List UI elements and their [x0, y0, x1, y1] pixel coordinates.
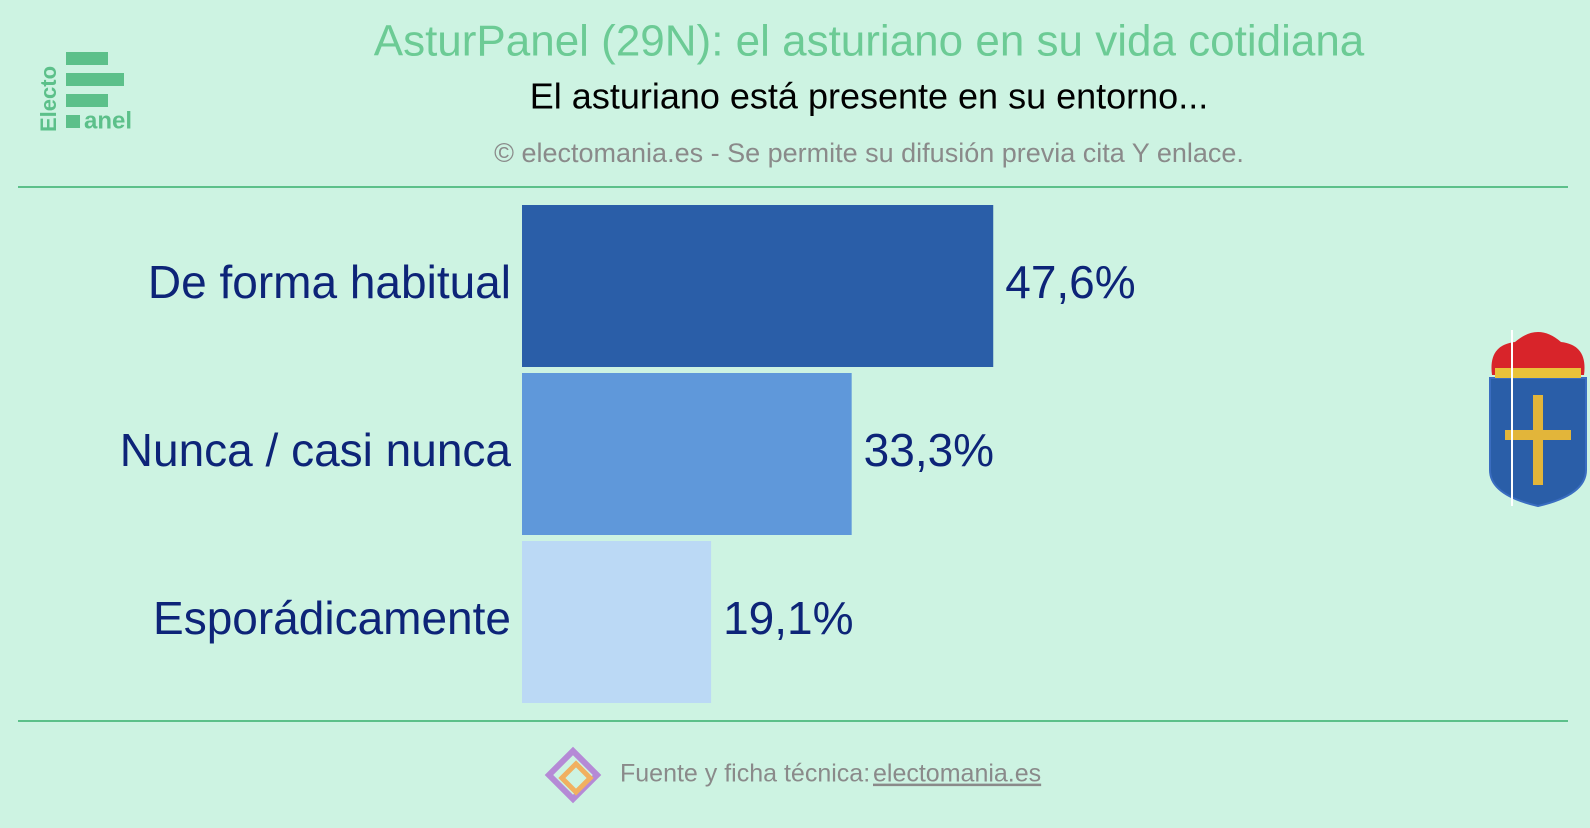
- logo-bar: [66, 52, 108, 65]
- bar: [522, 205, 994, 367]
- logo-bar: [66, 73, 124, 86]
- logo-bar: [66, 115, 80, 128]
- cross: [1505, 430, 1571, 440]
- footer-text: Fuente y ficha técnica:: [620, 760, 870, 788]
- chart-title: AsturPanel (29N): el asturiano en su vid…: [374, 17, 1365, 66]
- footer: Fuente y ficha técnica: electomania.es: [544, 746, 1041, 804]
- copyright-note: © electomania.es - Se permite su difusió…: [494, 138, 1244, 168]
- logo: Electo anel: [36, 52, 132, 134]
- logo-text: Electo: [36, 66, 61, 132]
- bar: [522, 541, 712, 703]
- footer-icon: [558, 760, 594, 796]
- plot-area: De forma habitual 47,6% Nunca / casi nunca…: [120, 205, 1136, 703]
- logo-bar: [66, 94, 108, 107]
- crown-band: [1495, 368, 1581, 378]
- category-label: Esporádicamente: [153, 592, 511, 644]
- category-label: Nunca / casi nunca: [120, 424, 512, 476]
- value-label: 33,3%: [864, 424, 994, 476]
- logo-text: anel: [84, 107, 132, 134]
- footer-link[interactable]: electomania.es: [873, 760, 1041, 788]
- footer-icon: [544, 746, 602, 804]
- category-label: De forma habitual: [148, 256, 511, 308]
- crown: [1491, 332, 1585, 375]
- chart-subtitle: El asturiano está presente en su entorno…: [530, 76, 1208, 117]
- value-label: 19,1%: [723, 592, 853, 644]
- value-label: 47,6%: [1005, 256, 1135, 308]
- emblem: [1489, 330, 1587, 508]
- bar: [522, 373, 852, 535]
